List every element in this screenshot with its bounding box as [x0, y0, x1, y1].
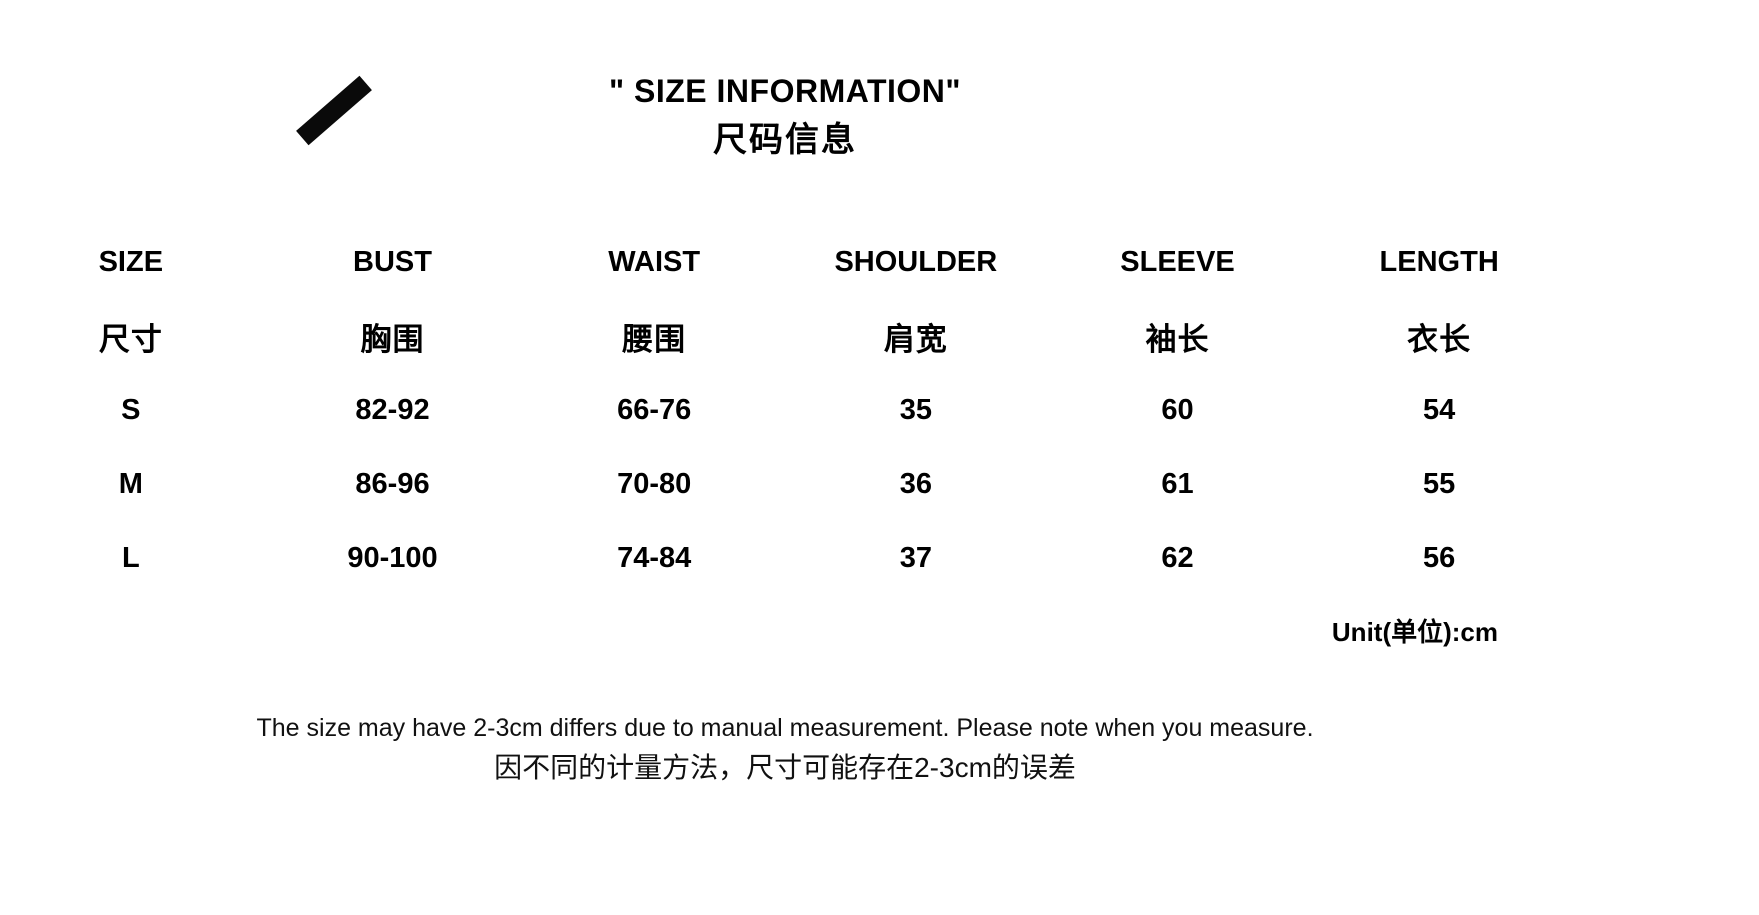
footnote-en: The size may have 2-3cm differs due to m… [256, 714, 1314, 742]
column-header-size-en: SIZE [98, 245, 164, 278]
cell-sleeve-l: 62 [1161, 541, 1194, 574]
cell-length-l: 56 [1423, 541, 1456, 574]
column-header-length-en: LENGTH [1379, 245, 1499, 278]
cell-shoulder-m: 36 [899, 467, 932, 500]
column-header-shoulder-zh: 肩宽 [883, 321, 948, 357]
cell-shoulder-s: 35 [899, 393, 932, 426]
cell-sleeve-m: 61 [1161, 467, 1194, 500]
cell-bust-s: 82-92 [355, 393, 430, 426]
column-header-bust-en: BUST [353, 245, 432, 278]
content-area: " SIZE INFORMATION" 尺码信息 SIZE BUST WAIST… [0, 68, 1570, 788]
column-header-shoulder-en: SHOULDER [834, 245, 998, 278]
column-header-bust-zh: 胸围 [360, 321, 425, 357]
column-header-waist-zh: 腰围 [622, 321, 687, 357]
page-title: " SIZE INFORMATION" [608, 73, 962, 109]
unit-note: Unit(单位):cm [1331, 617, 1498, 647]
size-table: SIZE BUST WAIST SHOULDER SLEEVE LENGTH 尺… [0, 225, 1570, 595]
cell-length-m: 55 [1423, 467, 1456, 500]
cell-size-m: M [118, 467, 143, 500]
page-subtitle-zh: 尺码信息 [713, 121, 857, 159]
column-header-sleeve-zh: 袖长 [1145, 321, 1210, 357]
cell-waist-s: 66-76 [617, 393, 692, 426]
cell-shoulder-l: 37 [899, 541, 932, 574]
cell-size-s: S [121, 393, 141, 426]
cell-bust-m: 86-96 [355, 467, 430, 500]
cell-size-l: L [121, 541, 140, 574]
cell-waist-m: 70-80 [617, 467, 692, 500]
column-header-sleeve-en: SLEEVE [1120, 245, 1235, 278]
footnote-zh: 因不同的计量方法，尺寸可能存在2-3cm的误差 [494, 752, 1076, 783]
cell-waist-l: 74-84 [617, 541, 692, 574]
column-header-waist-en: WAIST [608, 245, 701, 278]
cell-sleeve-s: 60 [1161, 393, 1194, 426]
cell-length-s: 54 [1423, 393, 1456, 426]
size-information-page: " SIZE INFORMATION" 尺码信息 SIZE BUST WAIST… [0, 68, 1759, 915]
column-header-length-zh: 衣长 [1407, 321, 1472, 357]
cell-bust-l: 90-100 [347, 541, 438, 574]
column-header-size-zh: 尺寸 [98, 321, 163, 357]
